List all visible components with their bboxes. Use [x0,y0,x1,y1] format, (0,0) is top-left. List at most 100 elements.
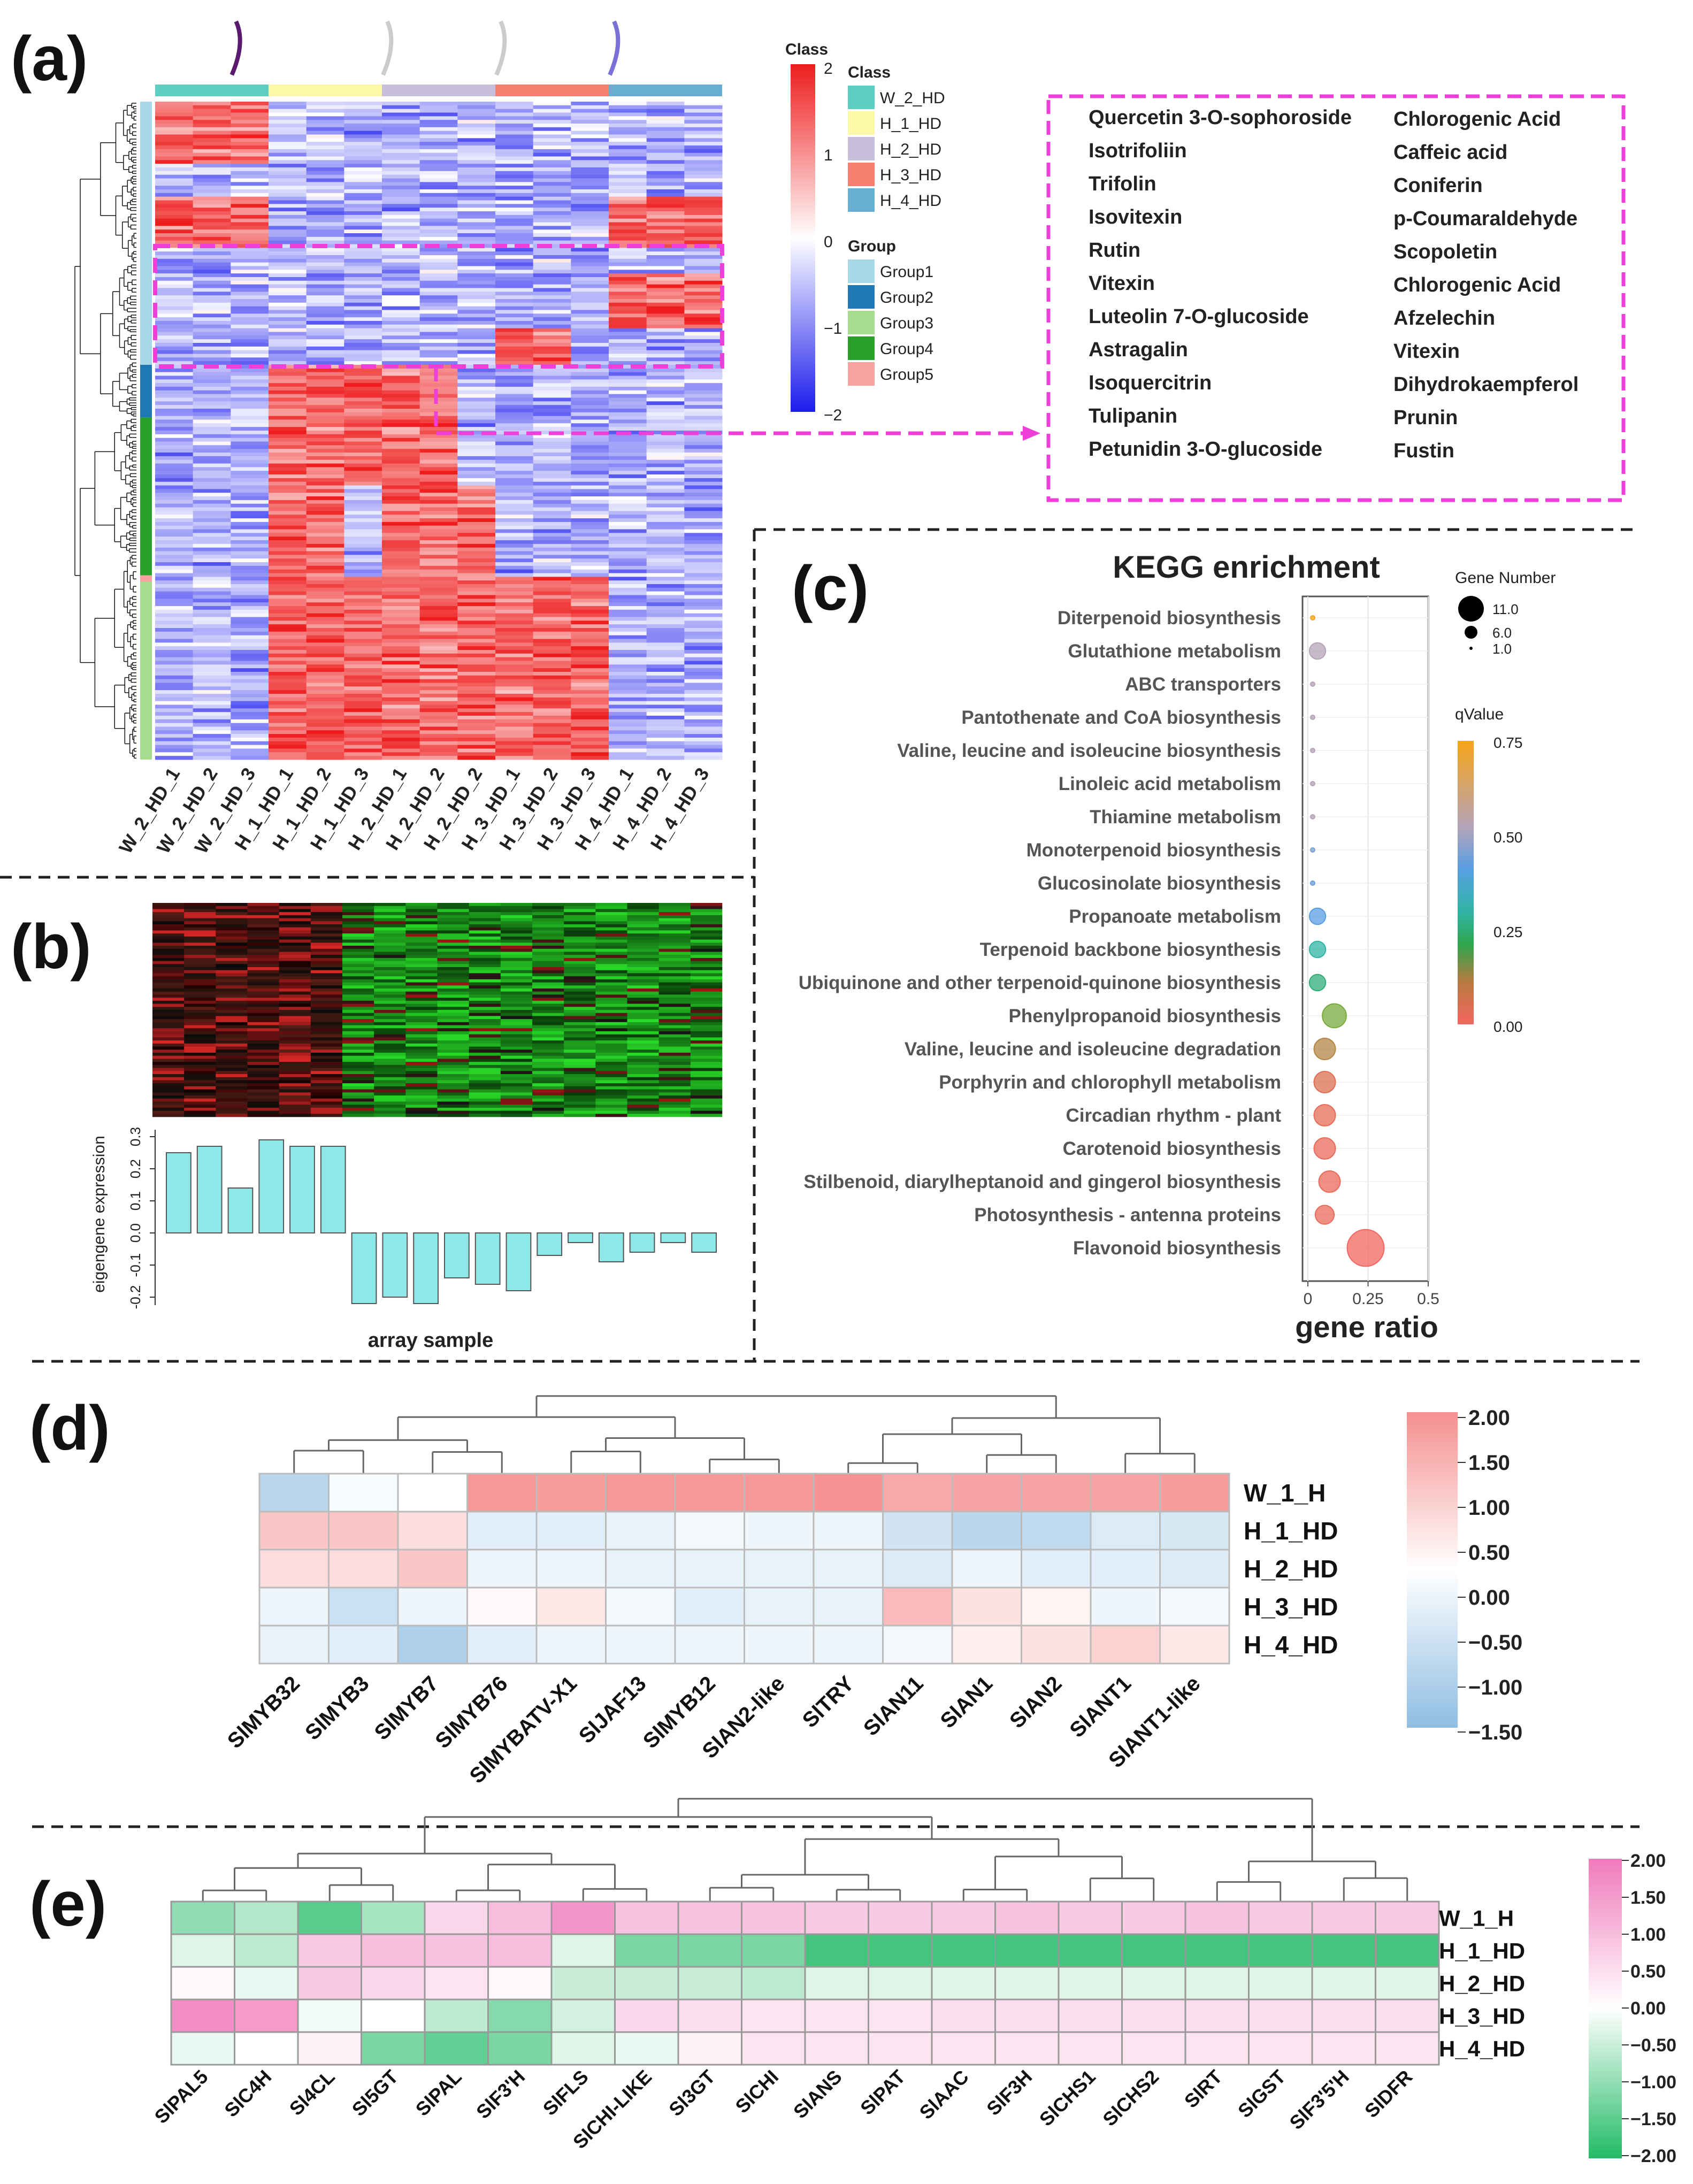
heatmap-cell [231,145,269,149]
heatmap-cell [457,540,495,544]
heatmap-cell [269,741,307,745]
heatmap-cell [193,434,231,438]
heatmap-cell [533,471,571,474]
heatmap-cell [571,113,609,117]
heatmap-cell [231,664,269,668]
heatmap-cell [307,708,344,712]
heatmap-cell [659,949,691,952]
heatmap-cell [438,1071,469,1074]
heatmap-cell [155,577,193,580]
heatmap-cell [307,493,344,496]
heatmap-cell [248,1031,279,1034]
heatmap-cell [420,387,458,390]
heatmap-cell [533,398,571,402]
heatmap-cell [374,1111,405,1114]
heatmap-cell [269,434,307,438]
heatmap-cell [344,474,382,478]
heatmap-cell [501,1071,532,1074]
heatmap-cell [495,664,533,668]
heatmap-cell [152,1071,184,1074]
heatmap-cell [457,347,495,350]
heatmap-cell [595,906,627,909]
heatmap-cell [501,933,532,937]
heatmap-cell [193,233,231,237]
heatmap-cell [382,347,420,350]
heatmap-cell [647,149,685,153]
heatmap-cell [269,716,307,719]
heatmap-cell [184,949,216,952]
heatmap-cell [684,142,722,145]
heatmap-cell [684,478,722,482]
heatmap-cell [420,712,458,716]
heatmap-cell [269,233,307,237]
heatmap-cell [595,1095,627,1099]
heatmap-cell [184,906,216,909]
heatmap-cell [647,193,685,197]
heatmap-cell [248,1092,279,1095]
heatmap-cell [564,1114,595,1117]
heatmap-cell [269,650,307,654]
heatmap-cell [533,179,571,182]
heatmap-cell [457,676,495,679]
heatmap-cell [231,189,269,193]
heatmap-cell [609,285,647,288]
heatmap-cell [248,961,279,964]
heatmap-cell [564,1077,595,1080]
heatmap-cell [457,145,495,149]
heatmap-cell [495,321,533,325]
heatmap-cell [691,1034,722,1038]
heatmap-cell [609,332,647,336]
heatmap-cell [231,712,269,716]
heatmap-cell [684,654,722,657]
heatmap-cell [457,599,495,602]
heatmap-cell [457,321,495,325]
heatmap-cell [216,930,247,933]
heatmap-cell [231,511,269,515]
heatmap-cell [307,343,344,347]
heatmap-cell [193,602,231,606]
heatmap-cell [595,985,627,988]
heatmap-cell [609,566,647,570]
heatmap-cell [609,555,647,558]
heatmap-cell [571,241,609,244]
heatmap-cell [269,548,307,551]
heatmap-cell [647,562,685,566]
heatmap-cell [564,1108,595,1111]
heatmap-cell [374,958,405,961]
heatmap-cell [344,606,382,610]
heatmap-cell [533,577,571,580]
heatmap-cell [469,1034,501,1038]
heatmap-cell [374,933,405,937]
heatmap-cell [155,120,193,124]
heatmap-cell [457,387,495,390]
heatmap-cell [344,138,382,142]
heatmap-cell [231,617,269,621]
heatmap-cell [382,127,420,131]
heatmap-cell [684,241,722,244]
heatmap-cell [684,548,722,551]
heatmap-cell [307,409,344,412]
heatmap-cell [248,1007,279,1010]
heatmap-cell [307,354,344,358]
heatmap-cell [659,937,691,940]
heatmap-cell [420,277,458,281]
heatmap-cell [595,909,627,912]
heatmap-cell [152,1053,184,1056]
heatmap-cell [420,654,458,657]
heatmap-cell [533,632,571,635]
heatmap-cell [307,109,344,113]
heatmap-cell [216,1049,247,1053]
heatmap-cell [533,321,571,325]
heatmap-cell [382,171,420,175]
heatmap-cell [155,551,193,555]
heatmap-cell [231,756,269,760]
heatmap-cell [691,994,722,998]
heatmap-cell [609,460,647,464]
heatmap-cell [684,145,722,149]
heatmap-cell [184,915,216,918]
heatmap-cell [438,946,469,949]
heatmap-cell [533,698,571,701]
heatmap-cell [571,193,609,197]
heatmap-cell [155,456,193,460]
